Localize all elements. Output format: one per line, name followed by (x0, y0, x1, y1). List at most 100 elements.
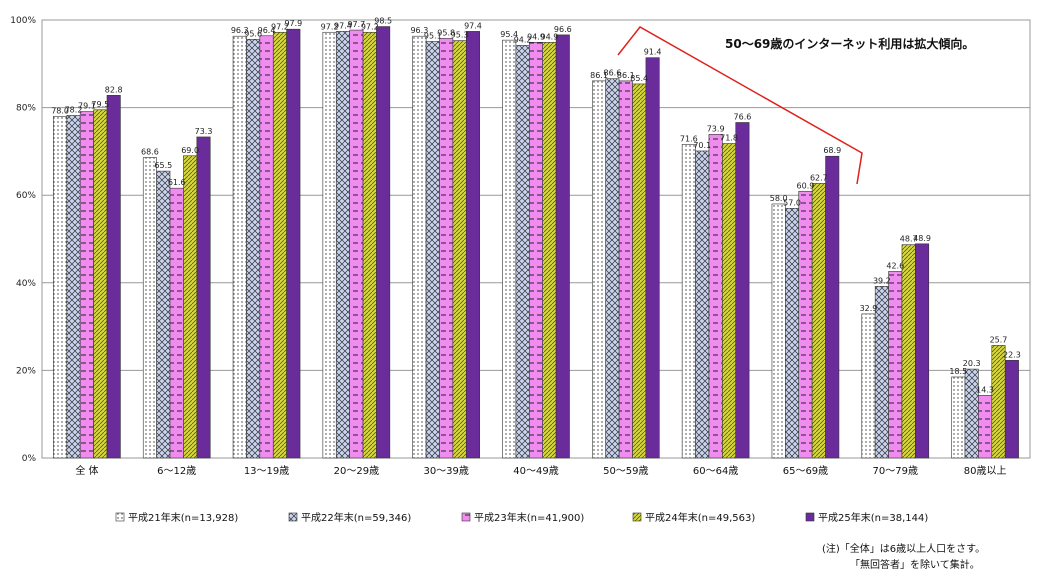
annotation-group: 50～69歳のインターネット利用は拡大傾向。 (617, 26, 974, 185)
value-label: 73.9 (707, 124, 725, 133)
category-label: 20～29歳 (334, 465, 379, 477)
value-label: 79.1 (78, 102, 96, 111)
value-label: 97.4 (464, 21, 482, 30)
category-label: 全 体 (75, 464, 98, 477)
value-label: 94.9 (527, 32, 545, 41)
value-label: 69.0 (181, 146, 199, 155)
bar (735, 122, 750, 459)
bar (272, 31, 287, 459)
value-label: 85.4 (630, 74, 648, 83)
legend-swatch (632, 512, 642, 522)
value-label: 61.6 (168, 178, 186, 187)
bar (605, 78, 620, 459)
legend-swatch (461, 512, 471, 522)
bar (695, 150, 710, 459)
bar (888, 271, 903, 459)
bar (528, 42, 543, 459)
category-label: 13～19歳 (244, 465, 289, 477)
y-tick-label: 0% (22, 454, 37, 464)
value-label: 25.7 (990, 335, 1008, 344)
bar (66, 115, 81, 459)
bar (592, 80, 607, 459)
bar (286, 28, 301, 459)
value-label: 96.4 (258, 26, 276, 35)
legend-label: 平成22年末(n=59,346) (301, 511, 411, 524)
legend: 平成21年末(n=13,928) 平成22年末(n=59,346) 平成23年末(n… (115, 511, 928, 524)
category-label: 6～12歳 (157, 465, 196, 477)
legend-label: 平成25年末(n=38,144) (818, 511, 928, 524)
bar (425, 41, 440, 459)
legend-label: 平成21年末(n=13,928) (128, 511, 238, 524)
value-label: 65.5 (154, 161, 172, 170)
value-label: 71.8 (720, 134, 738, 143)
value-label: 86.1 (590, 71, 608, 80)
category-label: 60～64歳 (693, 465, 738, 477)
value-label: 48.7 (900, 235, 918, 244)
value-label: 96.3 (410, 26, 428, 35)
value-label: 62.7 (810, 173, 828, 182)
bar (542, 42, 557, 459)
value-label: 14.3 (976, 385, 994, 394)
bar (93, 109, 108, 459)
category-label: 40～49歳 (513, 465, 558, 477)
bar (632, 83, 647, 459)
bar (722, 143, 737, 459)
bar (142, 157, 157, 459)
legend-swatch (288, 512, 298, 522)
y-tick-label: 20% (16, 366, 36, 376)
bar (156, 170, 171, 459)
bar (901, 244, 916, 459)
legend-label: 平成23年末(n=41,900) (474, 511, 584, 524)
value-label: 68.9 (823, 146, 841, 155)
bar (798, 190, 813, 459)
value-label: 39.2 (873, 276, 891, 285)
bar (978, 395, 993, 459)
value-label: 82.8 (105, 85, 123, 94)
y-tick-label: 100% (10, 16, 36, 26)
category-label: 80歳以上 (964, 465, 1007, 477)
bar (79, 111, 94, 459)
value-label: 97.7 (347, 20, 365, 29)
bar (349, 29, 364, 459)
bar (232, 35, 247, 459)
bar (618, 80, 633, 459)
value-label: 78.2 (65, 105, 83, 114)
value-label: 97.2 (271, 22, 289, 31)
y-tick-label: 40% (16, 279, 36, 289)
value-label: 58.0 (770, 194, 788, 203)
value-label: 96.6 (554, 25, 572, 34)
value-label: 57.0 (783, 198, 801, 207)
note-group: (注)「全体」は6歳以上人口をさす。 「無回答者」を除いて集計。 (822, 542, 985, 571)
bar (106, 95, 121, 459)
value-label: 91.4 (644, 48, 662, 57)
bar (196, 136, 211, 459)
bar (439, 38, 454, 459)
bar (708, 134, 723, 459)
bar (825, 155, 840, 459)
bar (1004, 360, 1019, 459)
value-label: 97.4 (334, 21, 352, 30)
y-tick-label: 80% (16, 104, 36, 114)
bar (169, 187, 184, 459)
value-label: 32.9 (860, 304, 878, 313)
value-label: 70.1 (693, 141, 711, 150)
bar (183, 155, 198, 459)
bar (555, 34, 570, 459)
value-label: 86.6 (604, 69, 622, 78)
value-label: 20.3 (963, 359, 981, 368)
bar (362, 31, 377, 459)
bar (259, 35, 274, 459)
value-label: 18.5 (949, 367, 967, 376)
value-label: 79.5 (91, 100, 109, 109)
bar (915, 243, 930, 459)
value-label: 97.2 (361, 22, 379, 31)
value-label: 96.3 (231, 26, 249, 35)
note-line-1: (注)「全体」は6歳以上人口をさす。 (822, 542, 985, 555)
bar (53, 116, 68, 459)
value-label: 68.6 (141, 148, 159, 157)
value-label: 76.6 (734, 112, 752, 121)
category-label: 50～59歳 (603, 465, 648, 477)
y-tick-label: 60% (16, 191, 36, 201)
value-label: 97.9 (284, 19, 302, 28)
